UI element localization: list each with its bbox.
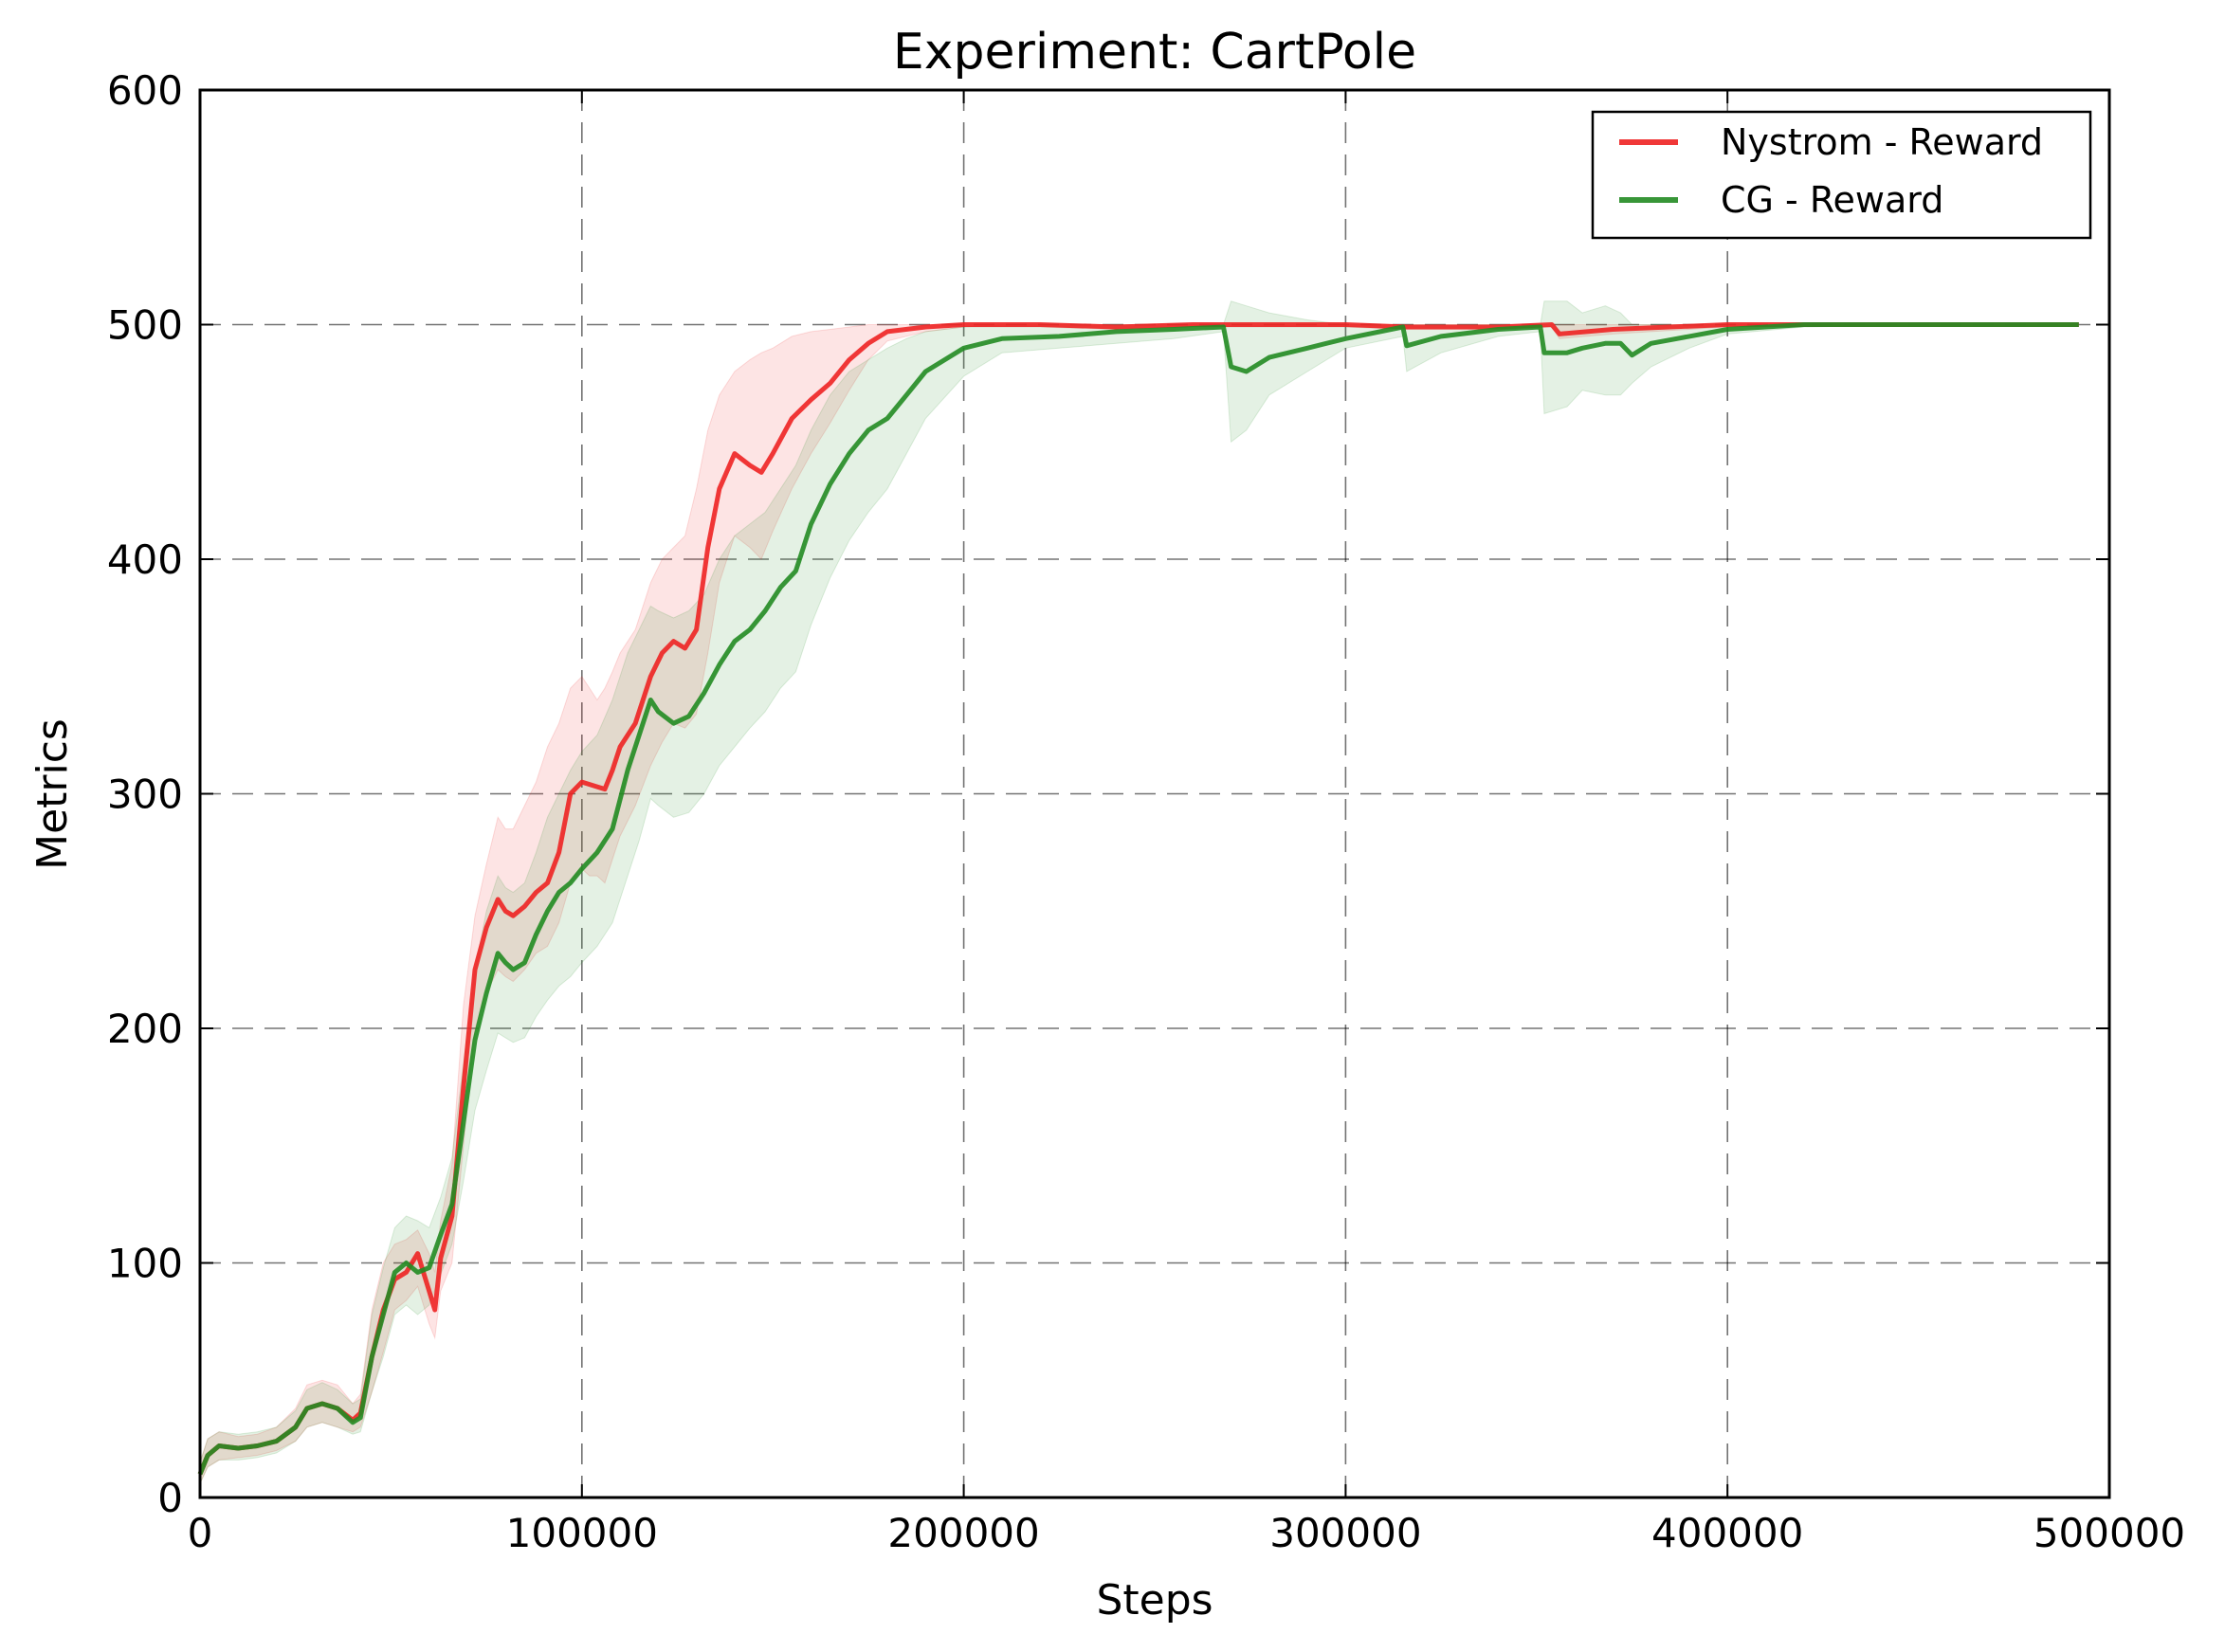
x-axis-label: Steps	[1096, 1576, 1213, 1625]
series-lines	[197, 322, 2079, 1476]
x-tick-label: 300000	[1269, 1510, 1421, 1556]
legend: Nystrom - Reward CG - Reward	[1591, 110, 2092, 240]
legend-label-cg: CG - Reward	[1721, 179, 1943, 221]
legend-label-nystrom: Nystrom - Reward	[1721, 121, 2043, 163]
x-tick-label: 200000	[887, 1510, 1039, 1556]
y-tick-label: 0	[157, 1475, 183, 1521]
y-tick-label: 500	[107, 302, 183, 349]
series-line-cg	[197, 322, 2079, 1476]
y-tick-label: 200	[107, 1006, 183, 1052]
legend-box	[1591, 110, 2092, 240]
x-tick-label: 500000	[2034, 1510, 2185, 1556]
y-tick-label: 300	[107, 772, 183, 818]
x-tick-label: 100000	[506, 1510, 658, 1556]
y-axis-label: Metrics	[28, 718, 77, 870]
y-tick-label: 400	[107, 536, 183, 583]
y-tick-label: 600	[107, 67, 183, 114]
x-tick-label: 0	[188, 1510, 213, 1556]
y-tick-label: 100	[107, 1241, 183, 1287]
chart-title: Experiment: CartPole	[893, 24, 1416, 81]
x-tick-label: 400000	[1651, 1510, 1803, 1556]
axis-ticks: 0 100000 200000 300000 400000 500000 0 100 200 30…	[107, 67, 2185, 1556]
